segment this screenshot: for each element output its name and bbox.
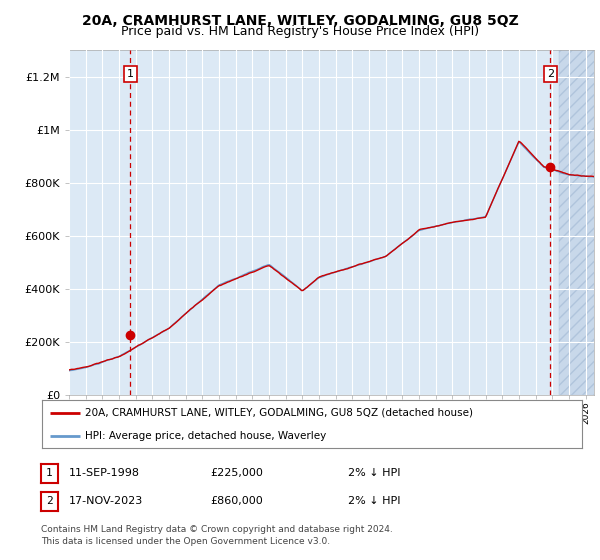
Text: 17-NOV-2023: 17-NOV-2023: [69, 496, 143, 506]
Text: Price paid vs. HM Land Registry's House Price Index (HPI): Price paid vs. HM Land Registry's House …: [121, 25, 479, 38]
Text: 20A, CRAMHURST LANE, WITLEY, GODALMING, GU8 5QZ: 20A, CRAMHURST LANE, WITLEY, GODALMING, …: [82, 14, 518, 28]
Text: HPI: Average price, detached house, Waverley: HPI: Average price, detached house, Wave…: [85, 431, 326, 441]
Text: 1: 1: [46, 469, 53, 478]
Text: 2: 2: [46, 497, 53, 506]
Text: 20A, CRAMHURST LANE, WITLEY, GODALMING, GU8 5QZ (detached house): 20A, CRAMHURST LANE, WITLEY, GODALMING, …: [85, 408, 473, 418]
Text: Contains HM Land Registry data © Crown copyright and database right 2024.
This d: Contains HM Land Registry data © Crown c…: [41, 525, 392, 545]
Text: 2% ↓ HPI: 2% ↓ HPI: [348, 468, 401, 478]
Text: 2% ↓ HPI: 2% ↓ HPI: [348, 496, 401, 506]
Text: 1: 1: [127, 69, 134, 80]
Text: £225,000: £225,000: [210, 468, 263, 478]
Bar: [559, 50, 600, 395]
Text: 11-SEP-1998: 11-SEP-1998: [69, 468, 140, 478]
Text: 2: 2: [547, 69, 554, 80]
Text: £860,000: £860,000: [210, 496, 263, 506]
